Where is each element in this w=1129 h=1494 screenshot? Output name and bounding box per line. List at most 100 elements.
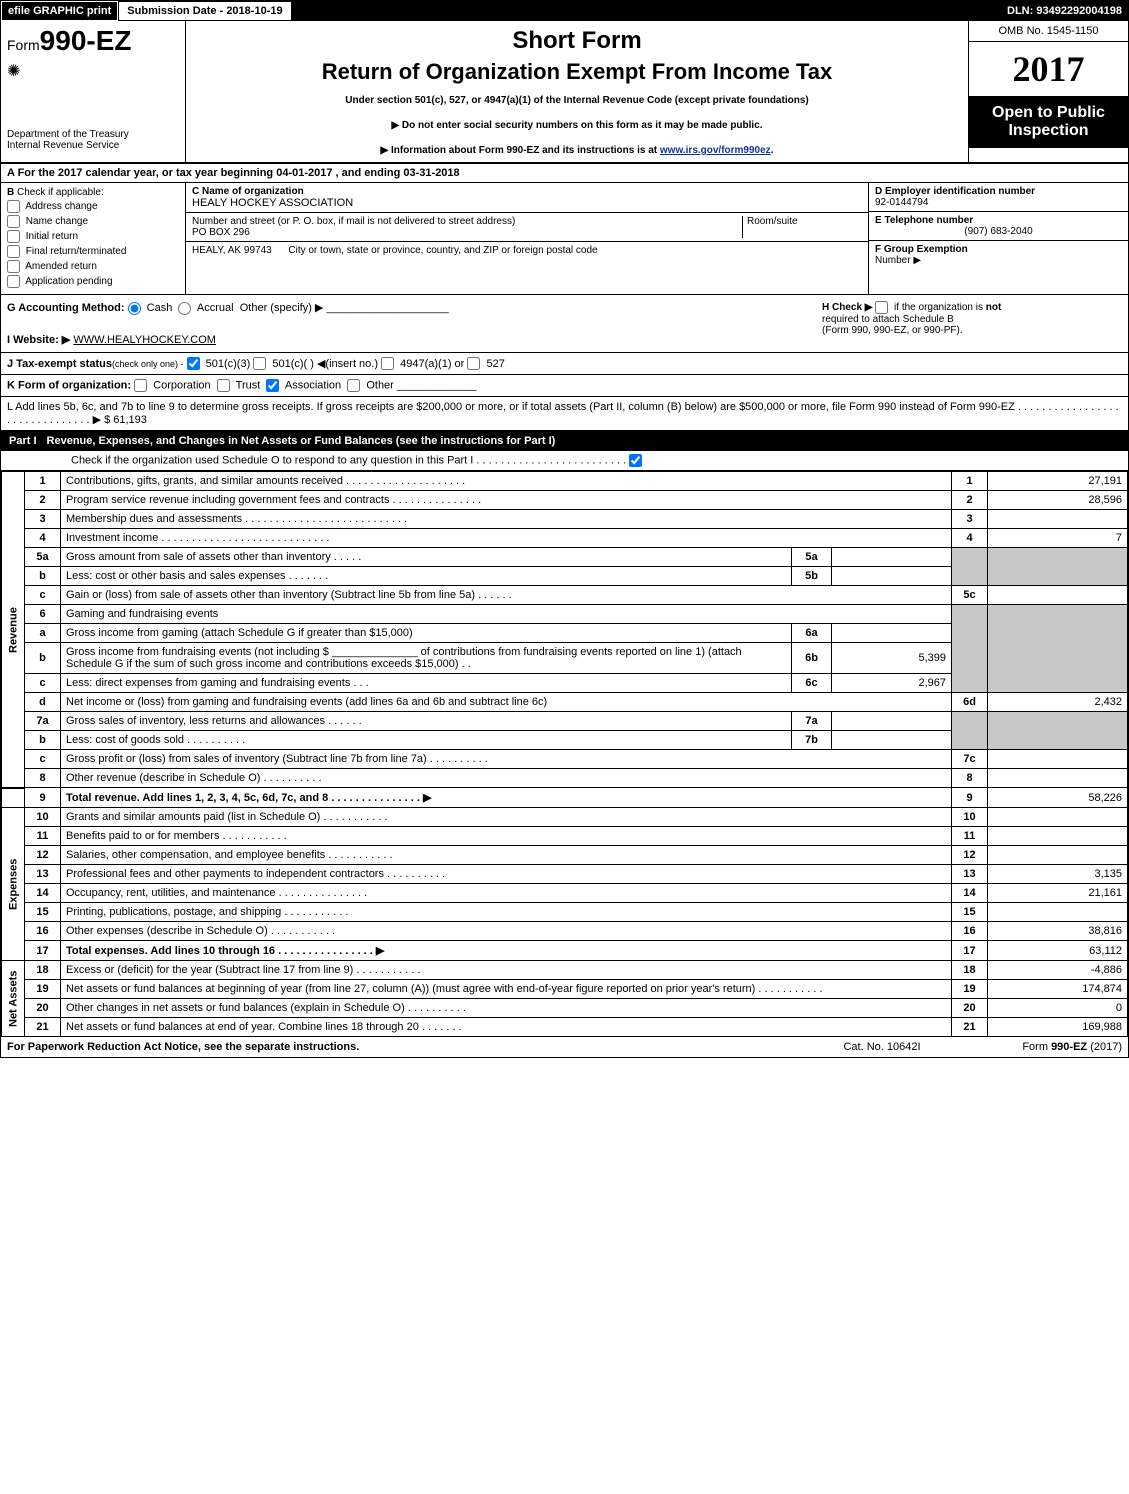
l6b-num: b <box>25 643 61 674</box>
chk-501c[interactable] <box>253 357 266 370</box>
l7a-desc: Gross sales of inventory, less returns a… <box>61 712 792 731</box>
chk-schedule-o[interactable] <box>629 454 642 467</box>
l3-num: 3 <box>25 510 61 529</box>
l1-box: 1 <box>952 472 988 491</box>
part-1-check-text: Check if the organization used Schedule … <box>71 455 626 467</box>
g-label: G Accounting Method: <box>7 302 125 314</box>
chk-app-pending[interactable]: Application pending <box>7 275 179 288</box>
tax-year-end: 03-31-2018 <box>403 167 459 179</box>
l18-num: 18 <box>25 961 61 980</box>
l7b-subval <box>832 731 952 750</box>
radio-cash[interactable] <box>128 302 141 315</box>
l20-desc: Other changes in net assets or fund bala… <box>61 999 952 1018</box>
l6a-num: a <box>25 624 61 643</box>
chk-final-return[interactable]: Final return/terminated <box>7 245 179 258</box>
l10-desc: Grants and similar amounts paid (list in… <box>61 808 952 827</box>
radio-accrual[interactable] <box>178 302 191 315</box>
chk-trust[interactable] <box>217 379 230 392</box>
l16-box: 16 <box>952 922 988 941</box>
l10-amt <box>988 808 1128 827</box>
chk-address-change[interactable]: Address change <box>7 200 179 213</box>
l15-num: 15 <box>25 903 61 922</box>
header-right: OMB No. 1545-1150 2017 Open to Public In… <box>968 21 1128 162</box>
block-b-c-d-e-f: B Check if applicable: Address change Na… <box>1 183 1128 295</box>
l6d-amt: 2,432 <box>988 693 1128 712</box>
form-header: Form990-EZ ✺ Department of the Treasury … <box>1 21 1128 164</box>
l13-amt: 3,135 <box>988 865 1128 884</box>
l10-box: 10 <box>952 808 988 827</box>
l7c-desc: Gross profit or (loss) from sales of inv… <box>61 750 952 769</box>
l14-box: 14 <box>952 884 988 903</box>
form-number: Form990-EZ <box>7 25 179 57</box>
website-value: WWW.HEALYHOCKEY.COM <box>73 334 216 346</box>
l7b-num: b <box>25 731 61 750</box>
l6a-sub: 6a <box>792 624 832 643</box>
chk-initial-label: Initial return <box>26 231 78 242</box>
chk-initial-return[interactable]: Initial return <box>7 230 179 243</box>
irs-eagle-icon: ✺ <box>7 61 179 81</box>
l6-desc: Gaming and fundraising events <box>61 605 952 624</box>
chk-amended-return[interactable]: Amended return <box>7 260 179 273</box>
dept-treasury: Department of the Treasury <box>7 129 179 140</box>
block-b: B Check if applicable: Address change Na… <box>1 183 186 294</box>
l20-num: 20 <box>25 999 61 1018</box>
expenses-sidelabel: Expenses <box>2 808 25 961</box>
j-suffix: (check only one) - <box>112 359 184 369</box>
lines-table: Revenue 1 Contributions, gifts, grants, … <box>1 471 1128 1037</box>
rev-end <box>2 788 25 808</box>
e-label: E Telephone number <box>875 215 973 226</box>
l6-shade-box <box>952 605 988 693</box>
l18-box: 18 <box>952 961 988 980</box>
omb-number: OMB No. 1545-1150 <box>969 21 1128 42</box>
other-specify: Other (specify) ▶ <box>240 302 324 314</box>
city-label: City or town, state or province, country… <box>288 245 597 256</box>
l5c-amt <box>988 586 1128 605</box>
l1-desc: Contributions, gifts, grants, and simila… <box>61 472 952 491</box>
l5-shade-box <box>952 548 988 586</box>
l8-amt <box>988 769 1128 788</box>
l15-amt <box>988 903 1128 922</box>
form-990ez: 990-EZ <box>40 25 132 56</box>
lbl-4947: 4947(a)(1) or <box>400 358 464 370</box>
top-bar: efile GRAPHIC print Submission Date - 20… <box>1 1 1128 21</box>
l6d-num: d <box>25 693 61 712</box>
check-if-applicable: Check if applicable: <box>17 187 104 198</box>
l13-box: 13 <box>952 865 988 884</box>
chk-other-org[interactable] <box>347 379 360 392</box>
l16-amt: 38,816 <box>988 922 1128 941</box>
chk-pending-label: Application pending <box>25 276 112 287</box>
l19-num: 19 <box>25 980 61 999</box>
l5c-num: c <box>25 586 61 605</box>
form-word: Form <box>7 37 40 53</box>
l7b-desc: Less: cost of goods sold . . . . . . . .… <box>61 731 792 750</box>
l7a-sub: 7a <box>792 712 832 731</box>
open-to-public: Open to Public Inspection <box>969 96 1128 148</box>
chk-4947[interactable] <box>381 357 394 370</box>
chk-501c3[interactable] <box>187 357 200 370</box>
l17-d: Total expenses. Add lines 10 through 16 … <box>66 945 384 957</box>
l16-num: 16 <box>25 922 61 941</box>
l10-num: 10 <box>25 808 61 827</box>
l12-num: 12 <box>25 846 61 865</box>
l6c-num: c <box>25 674 61 693</box>
l14-amt: 21,161 <box>988 884 1128 903</box>
line-l: L Add lines 5b, 6c, and 7b to line 9 to … <box>1 397 1128 431</box>
l15-box: 15 <box>952 903 988 922</box>
chk-corp[interactable] <box>134 379 147 392</box>
chk-527[interactable] <box>467 357 480 370</box>
phone-block: E Telephone number (907) 683-2040 <box>869 212 1128 241</box>
l3-amt <box>988 510 1128 529</box>
chk-name-change[interactable]: Name change <box>7 215 179 228</box>
irs-link[interactable]: www.irs.gov/form990ez <box>660 145 771 156</box>
info-prefix: ▶ Information about Form 990-EZ and its … <box>381 145 660 156</box>
line-h: H Check ▶ if the organization is not req… <box>822 301 1122 346</box>
chk-assoc[interactable] <box>266 379 279 392</box>
l21-num: 21 <box>25 1018 61 1037</box>
l12-amt <box>988 846 1128 865</box>
l6a-desc: Gross income from gaming (attach Schedul… <box>61 624 792 643</box>
return-title: Return of Organization Exempt From Incom… <box>194 59 960 85</box>
chk-h[interactable] <box>875 301 888 314</box>
l5a-sub: 5a <box>792 548 832 567</box>
l6c-subval: 2,967 <box>832 674 952 693</box>
footer-left: For Paperwork Reduction Act Notice, see … <box>7 1041 802 1053</box>
